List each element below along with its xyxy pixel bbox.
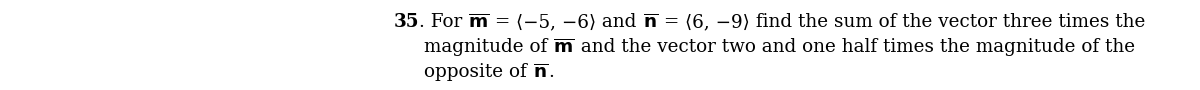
Text: . For: . For: [419, 13, 468, 31]
Text: $\overline{\mathbf{n}}$: $\overline{\mathbf{n}}$: [643, 13, 658, 31]
Text: =: =: [658, 13, 685, 31]
Text: and: and: [596, 13, 643, 31]
Text: ⟨−5, −6⟩: ⟨−5, −6⟩: [516, 13, 596, 31]
Text: $\overline{\mathbf{m}}$: $\overline{\mathbf{m}}$: [468, 13, 490, 31]
Text: magnitude of: magnitude of: [425, 38, 553, 56]
Text: and the vector two and one half times the magnitude of the: and the vector two and one half times th…: [575, 38, 1135, 56]
Text: .: .: [548, 63, 554, 81]
Text: =: =: [490, 13, 516, 31]
Text: ⟨6, −9⟩: ⟨6, −9⟩: [685, 13, 750, 31]
Text: $\overline{\mathbf{m}}$: $\overline{\mathbf{m}}$: [553, 38, 575, 56]
Text: opposite of: opposite of: [425, 63, 533, 81]
Text: find the sum of the vector three times the: find the sum of the vector three times t…: [750, 13, 1145, 31]
Text: $\overline{\mathbf{n}}$: $\overline{\mathbf{n}}$: [533, 63, 548, 81]
Text: 35: 35: [394, 13, 419, 31]
